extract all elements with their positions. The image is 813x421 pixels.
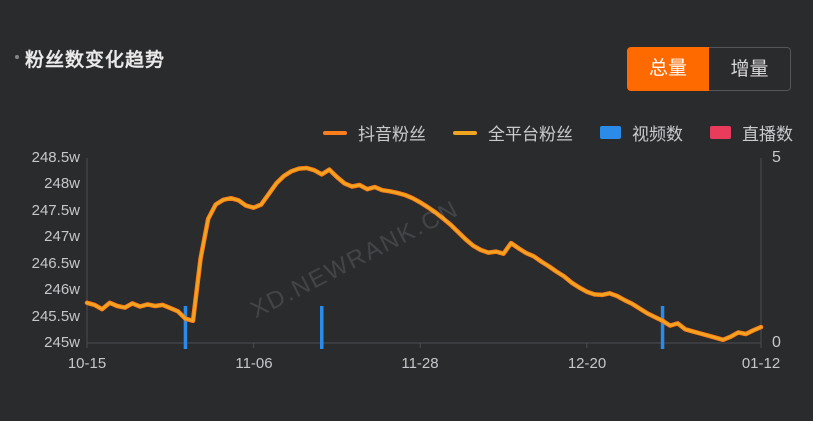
total-button[interactable]: 总量 <box>627 47 709 91</box>
live-count-bar-swatch-icon <box>710 126 731 139</box>
legend-item-douyin-fans[interactable]: 抖音粉丝 <box>323 120 426 145</box>
bar-视频数[interactable] <box>660 306 665 349</box>
allplatform-fans-line-swatch-icon <box>453 130 477 135</box>
x-axis-label: 10-15 <box>67 355 107 372</box>
legend-item-video-count[interactable]: 视频数 <box>600 120 683 145</box>
y-axis-label: 247w <box>44 228 80 245</box>
legend-label: 直播数 <box>742 125 793 144</box>
delta-button[interactable]: 增量 <box>709 47 791 91</box>
douyin-fans-line-swatch-icon <box>323 130 347 135</box>
bar-视频数[interactable] <box>320 306 324 349</box>
y-axis-label: 248.5w <box>31 149 80 166</box>
y-axis-label: 245.5w <box>31 308 80 325</box>
legend-label: 视频数 <box>632 125 683 144</box>
page-title: 粉丝数变化趋势 <box>25 50 166 71</box>
legend-item-live-count[interactable]: 直播数 <box>710 120 793 145</box>
legend-label: 抖音粉丝 <box>358 125 426 144</box>
y-axis-label: 246.5w <box>31 255 80 272</box>
line-抖音粉丝[interactable] <box>84 165 764 343</box>
y-axis-label: 248w <box>44 175 80 192</box>
legend-label: 全平台粉丝 <box>488 125 573 144</box>
right-y-axis-label: 5 <box>772 149 781 166</box>
video-count-bar-swatch-icon <box>600 126 621 139</box>
right-y-axis-label: 0 <box>772 334 781 351</box>
bar-视频数[interactable] <box>183 306 188 349</box>
y-axis-label: 247.5w <box>31 202 80 219</box>
title-bullet-dot <box>15 55 19 59</box>
x-axis-label: 11-06 <box>235 355 273 372</box>
chart-legend: 抖音粉丝 全平台粉丝 视频数 直播数 <box>323 120 793 145</box>
line-全平台粉丝[interactable] <box>85 166 763 342</box>
y-axis-label: 246w <box>44 281 80 298</box>
y-axis-label: 245w <box>44 334 80 351</box>
x-axis-label: 01-12 <box>741 355 781 372</box>
legend-item-allplatform-fans[interactable]: 全平台粉丝 <box>453 120 573 145</box>
x-axis-label: 11-28 <box>401 355 439 372</box>
axis-lines <box>86 158 762 344</box>
x-axis-label: 12-20 <box>567 355 607 372</box>
total-delta-toggle: 总量 增量 <box>627 47 791 91</box>
